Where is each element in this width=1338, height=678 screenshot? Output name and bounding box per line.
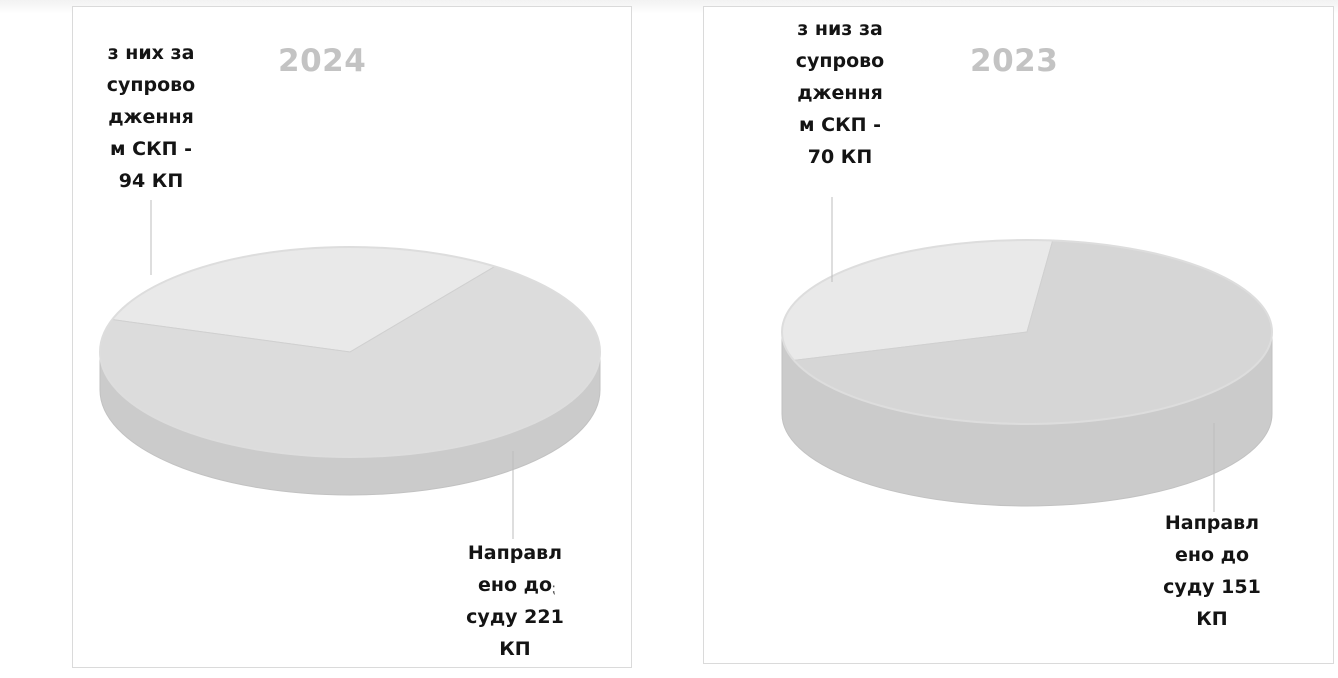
label-court-2024: Направл ено до суду 221 КП <box>466 542 564 660</box>
label-court-2023: Направл ено до суду 151 КП <box>1163 512 1261 630</box>
pie-chart-2024 <box>99 200 601 539</box>
scan-speck: ⁏ <box>551 581 556 597</box>
label-skp-2024: з них за супрово дження м СКП - 94 КП <box>106 42 196 192</box>
chart-title-2023: 2023 <box>970 43 1059 79</box>
chart-panel-2023: 2023 з низ за супрово дження м СКП - 70 … <box>703 6 1334 664</box>
chart-title-2024: 2024 <box>278 43 367 79</box>
chart-panel-2024: 2024 з них за супрово дження м СКП - 94 … <box>72 6 632 668</box>
pie-chart-2023 <box>781 197 1273 512</box>
label-skp-2023: з низ за супрово дження м СКП - 70 КП <box>795 18 885 168</box>
pie-top-rim <box>99 246 601 458</box>
pie-top-rim <box>781 239 1273 425</box>
